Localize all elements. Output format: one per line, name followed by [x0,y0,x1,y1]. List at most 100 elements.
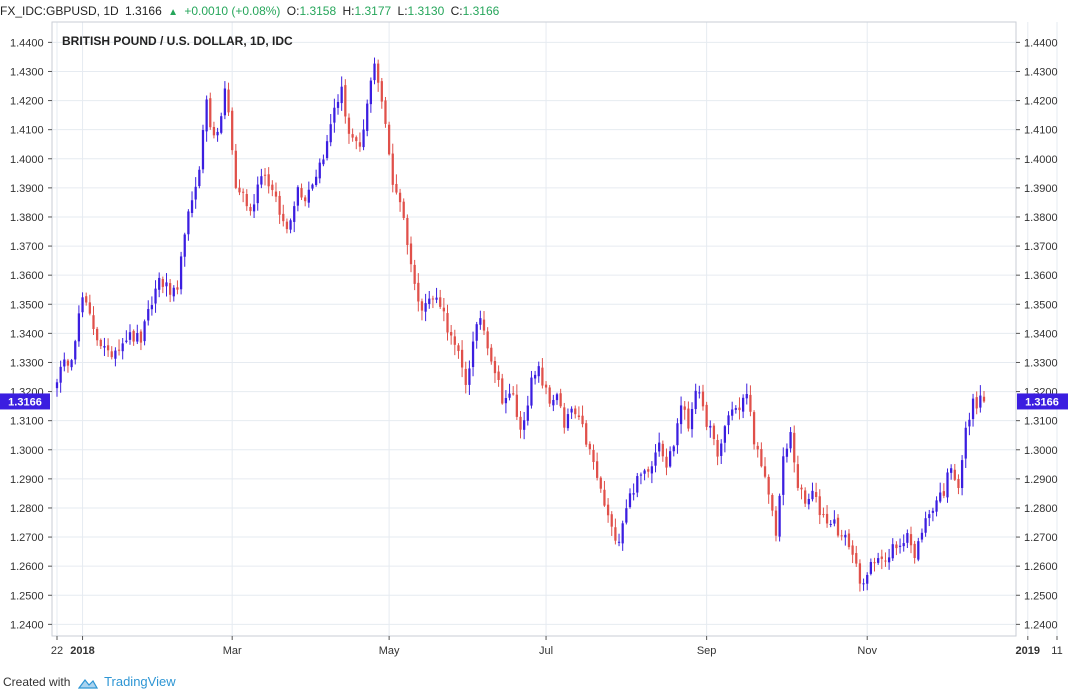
candle [128,324,132,345]
candle [278,191,281,224]
candle [902,534,905,552]
candle-body [836,517,840,536]
high-label: H: [342,4,355,18]
candle [614,518,617,545]
candle [585,420,588,448]
candle [81,292,84,318]
candle-body [66,360,70,366]
candle-body [530,377,533,406]
candle-body [763,466,767,477]
candle-body [596,461,599,478]
candle-body [358,142,362,147]
candle [442,297,445,322]
candle-body [964,427,967,459]
candle-body [260,176,263,185]
candle [198,166,201,189]
candle-body [585,423,588,445]
candle [92,306,95,335]
candle-body [654,452,657,466]
y-tick-label: 1.3000 [1024,445,1058,457]
candle-body [256,184,259,204]
candle [252,194,256,218]
candle-body [88,302,91,314]
y-tick-label: 1.3500 [1024,299,1058,311]
candle [490,344,493,365]
candle [150,296,154,316]
candle [464,361,467,394]
candle [395,174,398,195]
candle-body [267,174,270,187]
candle-body [942,491,945,496]
candle [906,529,909,549]
x-axis[interactable]: 22 2018 Mar May Jul Sep Nov 2019 11 [51,636,1063,657]
candle-body [435,297,438,300]
symbol-label[interactable]: FX_IDC:GBPUSD, 1D [0,4,119,18]
y-tick-label: 1.2800 [1024,503,1058,515]
candle [833,510,836,527]
candle-body [909,534,913,546]
candle [935,496,938,517]
candle-body [398,192,402,203]
x-tick-label: 2019 [1016,645,1040,657]
y-axis-right[interactable]: 1.2400 1.2500 1.2600 1.2700 1.2800 1.2900 1.30… [1016,37,1058,631]
candle [183,232,186,267]
candle-body [274,191,278,197]
candle-body [282,213,285,222]
candle [895,541,898,556]
candle-body [632,493,635,495]
candle-body [723,426,727,443]
candle-body [85,296,88,303]
x-tick-label: Jul [539,645,553,657]
candle-body [804,490,807,504]
y-tick-label: 1.3900 [1024,183,1058,195]
candle [223,81,227,120]
candle [220,112,223,135]
candle-body [526,405,529,421]
candle-body [194,186,197,200]
candle [428,290,431,309]
candle-body [464,368,467,385]
candle [336,94,340,115]
candle-body [340,86,343,104]
created-with-text: Created with [3,675,71,689]
footer-attribution[interactable]: Created with TradingView [3,671,176,693]
candle-body [387,124,391,155]
y-tick-label: 1.2900 [10,474,44,486]
candle-body [537,366,540,377]
candle-body [198,169,201,187]
candle-body [895,544,898,549]
candle [563,402,566,434]
candle [541,358,544,389]
candle-body [946,472,949,498]
candle-body [150,305,154,310]
candle [917,537,920,562]
candle [950,464,953,480]
candle [632,483,635,501]
candle [70,358,73,371]
candle [307,181,310,208]
candle-body [643,470,646,474]
candle [333,98,336,133]
candle [468,360,471,395]
candle [676,418,679,454]
candle-body [128,332,132,340]
candle [979,385,982,413]
candle [212,121,216,139]
candle [625,499,628,525]
candle-body [169,283,172,295]
candle-body [63,359,66,367]
y-tick-label: 1.2900 [1024,474,1058,486]
candle-body [234,150,237,188]
y-tick-label: 1.3400 [1024,328,1058,340]
candle-body [698,392,701,394]
candle-body [774,510,778,536]
candle-body [807,498,810,505]
candle-body [406,217,409,245]
candle [387,121,391,156]
y-tick-label: 1.4100 [10,125,44,137]
candle-body [614,527,617,541]
candle-body [183,234,186,257]
y-axis-left[interactable]: 1.2400 1.2500 1.2600 1.2700 1.2800 1.2900 1.30… [10,37,52,631]
candle [588,441,591,455]
